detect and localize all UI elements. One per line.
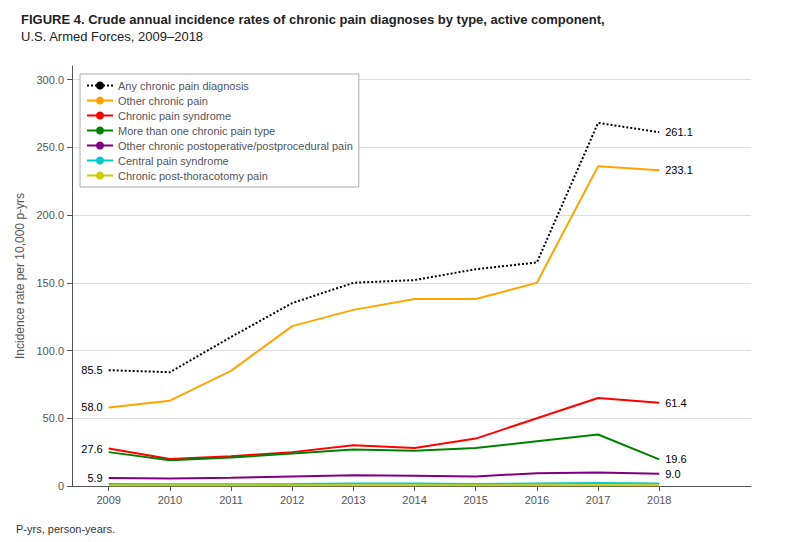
svg-text:200.0: 200.0 (36, 209, 64, 221)
svg-text:58.0: 58.0 (81, 401, 102, 413)
svg-text:61.4: 61.4 (665, 397, 686, 409)
svg-text:2015: 2015 (463, 494, 487, 506)
svg-text:Chronic pain syndrome: Chronic pain syndrome (118, 110, 231, 122)
svg-text:19.6: 19.6 (665, 453, 686, 465)
svg-text:9.0: 9.0 (665, 468, 680, 480)
svg-text:2010: 2010 (158, 494, 182, 506)
svg-text:Incidence rate per 10,000 p-yr: Incidence rate per 10,000 p-yrs (13, 193, 27, 359)
svg-text:100.0: 100.0 (36, 345, 64, 357)
svg-text:150.0: 150.0 (36, 277, 64, 289)
svg-text:2011: 2011 (219, 494, 243, 506)
svg-text:233.1: 233.1 (665, 164, 693, 176)
svg-text:2012: 2012 (280, 494, 304, 506)
svg-text:U.S. Armed Forces, 2009–2018: U.S. Armed Forces, 2009–2018 (21, 29, 203, 44)
svg-text:Central pain syndrome: Central pain syndrome (118, 155, 229, 167)
svg-text:P-yrs, person-years.: P-yrs, person-years. (16, 523, 115, 535)
svg-text:27.6: 27.6 (81, 443, 102, 455)
svg-text:2016: 2016 (525, 494, 549, 506)
svg-text:2013: 2013 (341, 494, 365, 506)
svg-text:5.9: 5.9 (87, 472, 102, 484)
svg-text:261.1: 261.1 (665, 126, 693, 138)
svg-text:250.0: 250.0 (36, 141, 64, 153)
svg-text:300.0: 300.0 (36, 74, 64, 86)
svg-text:Any chronic pain diagnosis: Any chronic pain diagnosis (118, 80, 249, 92)
svg-text:85.5: 85.5 (81, 364, 102, 376)
svg-text:Other chronic postoperative/po: Other chronic postoperative/postprocedur… (118, 140, 353, 152)
svg-text:2017: 2017 (586, 494, 610, 506)
svg-text:2018: 2018 (647, 494, 671, 506)
svg-text:2009: 2009 (96, 494, 120, 506)
svg-text:50.0: 50.0 (43, 412, 64, 424)
svg-text:More than one chronic pain typ: More than one chronic pain type (118, 125, 275, 137)
svg-text:Chronic post-thoracotomy pain: Chronic post-thoracotomy pain (118, 170, 268, 182)
svg-text:2014: 2014 (402, 494, 426, 506)
svg-text:Other chronic pain: Other chronic pain (118, 95, 208, 107)
svg-text:FIGURE 4. Crude annual inciden: FIGURE 4. Crude annual incidence rates o… (21, 12, 605, 27)
svg-text:0: 0 (58, 480, 64, 492)
